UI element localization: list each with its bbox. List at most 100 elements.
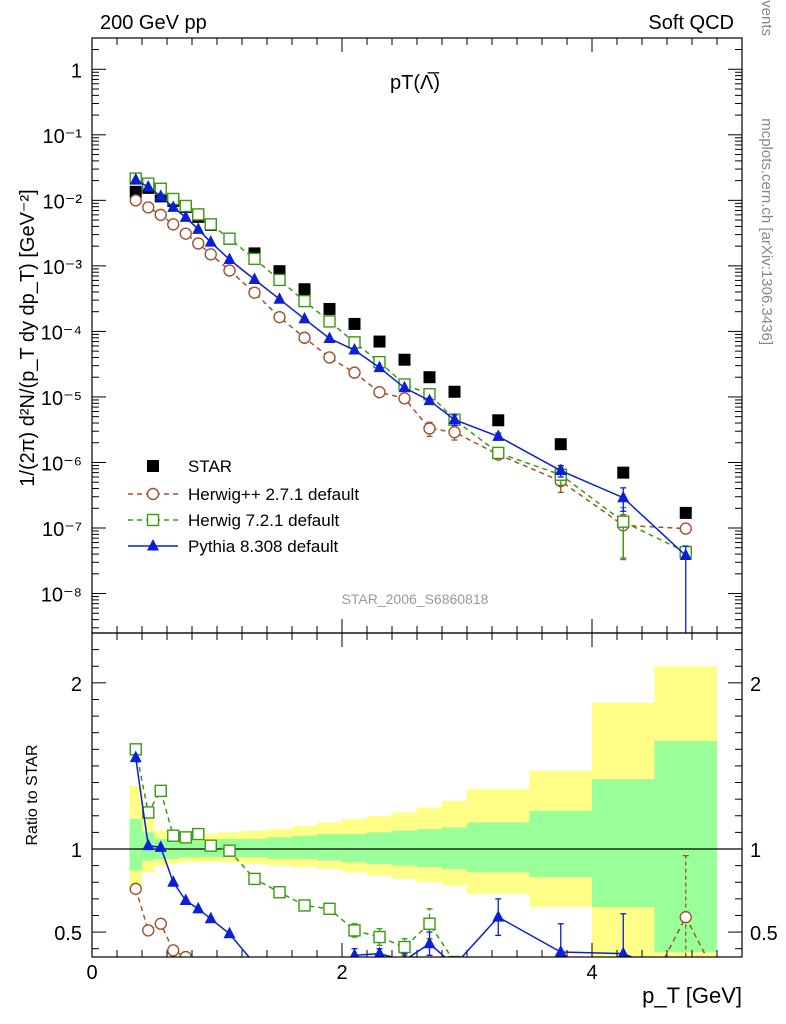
ratio-frame [91,632,743,958]
data-point-star [679,506,692,519]
data-point-pythia [323,331,336,343]
ratio-point-pythia [154,840,167,852]
ratio-point-pythia [402,953,407,957]
ratio-point-herwigpp [679,910,692,924]
inner-uncertainty-band [167,840,180,859]
ratio-point-herwig7 [179,831,192,844]
ratio-series-herwigpp [129,854,708,957]
data-point-pythia [373,360,386,373]
ratio-point-herwigpp [154,917,167,930]
data-point-herwigpp [167,218,180,231]
data-point-herwigpp [204,248,217,261]
data-point-star [323,302,336,315]
ratio-point-herwigpp [129,882,142,896]
inner-uncertainty-band [317,834,342,861]
ratio-point-pythia [223,926,236,939]
ratio-point-herwig7 [223,844,236,857]
data-point-star [554,438,567,451]
ratio-point-herwig7 [248,872,261,886]
uncertainty-bands [129,666,717,957]
data-point-star [373,335,386,348]
ratio-y-tick-label: 2 [71,674,82,696]
inner-uncertainty-band [292,835,317,859]
header-left: 200 GeV pp [100,12,207,34]
x-tick-label: 2 [336,962,347,984]
inner-uncertainty-band [529,810,592,878]
main-y-tick-label: 10⁻⁵ [41,388,82,410]
data-point-herwig7 [204,218,217,231]
data-point-herwigpp [179,227,192,240]
data-point-herwig7 [192,208,205,221]
x-tick-label: 0 [86,962,97,984]
data-point-herwigpp [154,208,167,222]
legend-label-pythia: Pythia 8.308 default [188,537,339,556]
data-point-pythia [448,412,461,425]
mcplots-reference-label: mcplots.cern.ch [arXiv:1306.3436] [758,118,775,345]
ratio-y-tick-label: 0.5 [54,923,82,945]
inner-uncertainty-band [592,779,655,908]
data-point-pythia [179,210,192,222]
ratio-point-pythia [680,972,692,984]
inner-uncertainty-band [467,822,530,873]
data-point-pythia [554,463,567,476]
main-y-tick-label: 10⁻⁸ [41,585,82,607]
ratio-point-herwig7 [204,839,217,852]
data-point-herwig7 [298,294,311,308]
legend-marker-star [147,460,159,472]
legend-entry-star: STAR [147,457,232,476]
data-point-herwig7 [179,199,192,213]
legend-label-herwigpp: Herwig++ 2.7.1 default [188,485,359,504]
data-point-herwigpp [248,286,261,299]
data-point-pythia [154,189,167,201]
data-point-pythia [204,235,217,247]
inner-uncertainty-band [267,837,292,859]
data-point-herwigpp [192,237,205,250]
ratio-point-pythia [142,838,155,851]
ratio-point-herwig7 [154,784,167,798]
data-point-herwigpp [142,201,155,214]
ratio-series-pythia [129,750,692,984]
data-point-herwigpp [298,331,311,344]
data-point-herwig7 [223,232,236,245]
legend: STAR Herwig++ 2.7.1 default Herwig 7.2.1 d… [128,457,359,556]
inner-uncertainty-band [417,829,442,868]
data-point-herwig7 [492,446,505,460]
analysis-watermark: STAR_2006_S6860818 [342,591,489,607]
series-pythia [129,172,692,633]
ratio-point-pythia [554,945,567,957]
ratio-point-herwig7 [192,827,205,841]
data-point-pythia [398,380,411,393]
data-point-star [423,371,436,384]
x-tick-label: 4 [586,962,597,984]
data-point-star [348,317,361,330]
data-point-star [448,385,461,398]
data-point-pythia [617,490,630,503]
inner-uncertainty-band [242,839,267,858]
data-point-herwigpp [223,264,236,277]
data-point-pythia [273,292,286,304]
main-y-tick-label: 1 [71,60,82,82]
legend-label-herwig7: Herwig 7.2.1 default [188,511,339,530]
ratio-point-herwig7 [448,955,461,957]
data-point-star [298,283,311,296]
legend-marker-pythia [147,539,159,551]
ratio-point-herwig7 [323,902,336,916]
main-y-tick-label: 10⁻¹ [43,126,83,148]
main-y-axis-label: 1/(2π) d²N/(p_T dy dp_T) [GeV⁻²] [17,189,39,486]
main-panel: 10⁻⁸ 10⁻⁷ 10⁻⁶ 10⁻⁵ 10⁻⁴ 10⁻³ 10⁻² 10⁻¹ 1 [41,37,743,634]
ratio-y-tick-label-right: 2 [750,674,761,696]
data-point-herwig7 [273,273,286,287]
ratio-point-pythia [449,958,461,970]
data-point-herwigpp [398,392,411,405]
ratio-point-herwigpp [142,924,155,937]
legend-marker-herwig7 [146,513,160,527]
ratio-series [129,743,708,984]
data-point-pythia [167,200,180,212]
data-point-herwigpp [679,522,692,535]
ratio-point-pythia [492,910,505,922]
data-point-herwig7 [617,515,630,528]
ratio-point-pythia [374,946,385,957]
main-title: pT(Λ̅) [390,71,440,94]
data-point-pythia [248,272,261,284]
